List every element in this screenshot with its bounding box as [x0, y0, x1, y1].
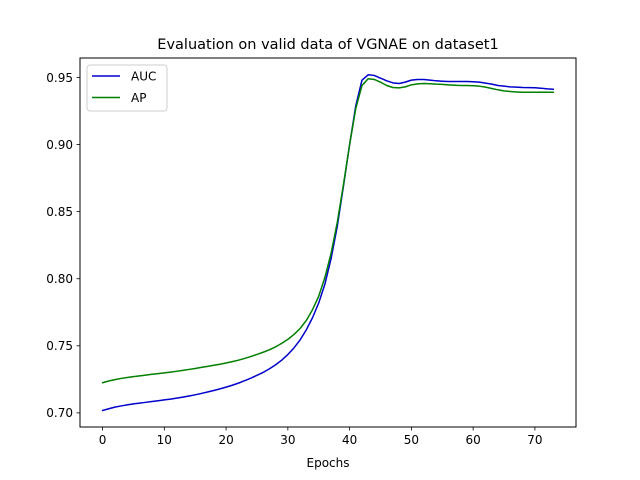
y-tick-label: 0.75: [46, 339, 73, 353]
y-tick-label: 0.80: [46, 272, 73, 286]
y-tick-label: 0.90: [46, 138, 73, 152]
legend-label-auc: AUC: [131, 69, 156, 83]
x-tick-label: 0: [99, 433, 107, 447]
y-tick-label: 0.85: [46, 205, 73, 219]
x-tick-label: 50: [404, 433, 419, 447]
y-axis-ticks: 0.70 0.75 0.80 0.85 0.90 0.95: [46, 71, 80, 420]
x-tick-label: 40: [342, 433, 357, 447]
plot-area: [79, 57, 577, 428]
x-tick-label: 20: [218, 433, 233, 447]
x-tick-label: 30: [280, 433, 295, 447]
x-tick-label: 70: [527, 433, 542, 447]
legend-label-ap: AP: [131, 91, 146, 105]
chart-title: Evaluation on valid data of VGNAE on dat…: [157, 37, 498, 53]
x-tick-label: 10: [157, 433, 172, 447]
x-tick-label: 60: [466, 433, 481, 447]
y-tick-label: 0.95: [46, 71, 73, 85]
axes-frame: [79, 57, 577, 428]
series-line-ap: [101, 78, 555, 384]
x-axis-label: Epochs: [307, 456, 350, 470]
series-line-auc: [101, 74, 555, 412]
legend: AUC AP: [86, 64, 168, 112]
x-axis-ticks: 0 10 20 30 40 50 60 70: [99, 427, 543, 447]
y-tick-label: 0.70: [46, 406, 73, 420]
series-layer: [101, 74, 555, 412]
